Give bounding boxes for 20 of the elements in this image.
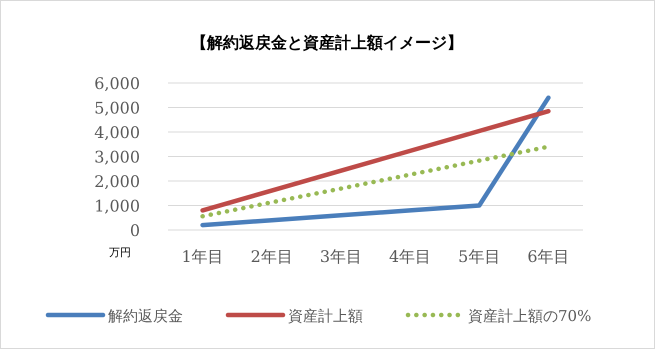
y-tick-label: 1,000 — [94, 196, 140, 216]
x-tick-label: 2年目 — [250, 247, 293, 266]
y-tick-label: 5,000 — [94, 98, 140, 118]
y-axis-title: 万円 — [109, 246, 131, 259]
x-tick-label: 1年目 — [181, 247, 224, 266]
legend-label: 資産計上額の70% — [468, 307, 592, 325]
x-tick-label: 5年目 — [458, 247, 500, 266]
y-tick-label: 6,000 — [94, 74, 140, 93]
legend-label: 解約返戻金 — [108, 307, 183, 325]
y-tick-label: 2,000 — [94, 172, 140, 191]
y-tick-label: 3,000 — [94, 148, 140, 166]
y-tick-label: 0 — [130, 221, 140, 240]
y-tick-label: 4,000 — [94, 123, 140, 142]
legend-label: 資産計上額 — [288, 307, 363, 325]
line-series — [200, 95, 551, 228]
x-tick-label: 3年目 — [320, 247, 362, 266]
x-tick-label: 4年目 — [388, 247, 432, 266]
line-series — [200, 108, 551, 213]
x-tick-label: 6年目 — [527, 247, 570, 266]
chart-title: 【解約返戻金と資産計上額イメージ】 — [191, 33, 463, 52]
